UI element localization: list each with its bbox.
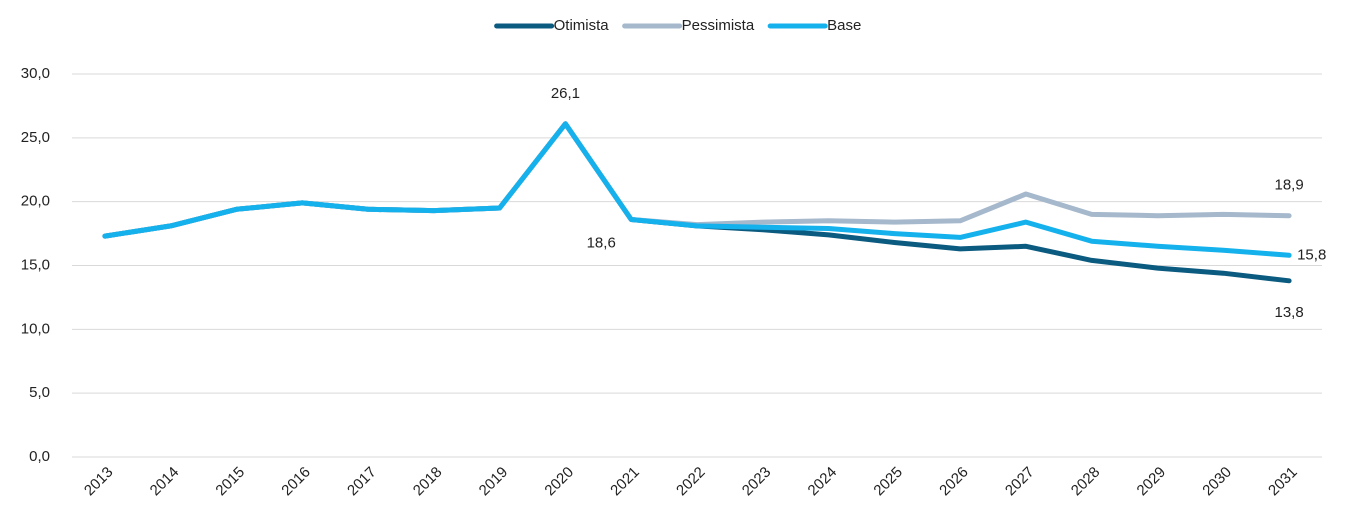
legend-label: Pessimista xyxy=(682,17,755,34)
x-tick-label: 2022 xyxy=(673,464,709,500)
data-label: 18,9 xyxy=(1275,177,1304,194)
y-tick-label: 15,0 xyxy=(21,256,50,273)
data-label: 15,8 xyxy=(1297,246,1326,263)
y-tick-label: 5,0 xyxy=(29,384,50,401)
x-tick-label: 2028 xyxy=(1068,464,1104,500)
x-tick-label: 2019 xyxy=(476,464,512,500)
x-tick-label: 2017 xyxy=(344,464,380,500)
legend-label: Otimista xyxy=(554,17,610,34)
data-label: 26,1 xyxy=(551,85,580,102)
x-tick-label: 2027 xyxy=(1002,464,1038,500)
x-tick-label: 2020 xyxy=(541,464,577,500)
x-tick-label: 2030 xyxy=(1199,464,1235,500)
series-line xyxy=(102,121,1292,258)
x-tick-label: 2021 xyxy=(607,464,643,500)
x-tick-label: 2013 xyxy=(81,464,117,500)
y-tick-label: 0,0 xyxy=(29,448,50,465)
x-tick-label: 2024 xyxy=(805,464,841,500)
x-tick-label: 2026 xyxy=(936,464,972,500)
data-label: 18,6 xyxy=(587,235,616,252)
x-tick-label: 2023 xyxy=(739,464,775,500)
x-tick-label: 2029 xyxy=(1134,464,1170,500)
x-tick-label: 2031 xyxy=(1265,464,1301,500)
x-tick-label: 2014 xyxy=(147,464,183,500)
x-tick-label: 2025 xyxy=(870,464,906,500)
x-tick-label: 2015 xyxy=(212,464,248,500)
x-tick-label: 2018 xyxy=(410,464,446,500)
series-line xyxy=(102,121,1292,284)
data-label: 13,8 xyxy=(1275,304,1304,321)
legend: Otimista Pessimista Base xyxy=(494,17,861,34)
x-tick-label: 2016 xyxy=(278,464,314,500)
series-line xyxy=(102,121,1292,239)
y-tick-label: 25,0 xyxy=(21,129,50,146)
y-tick-label: 30,0 xyxy=(21,65,50,82)
legend-label: Base xyxy=(827,17,861,34)
y-tick-label: 10,0 xyxy=(21,320,50,337)
y-tick-label: 20,0 xyxy=(21,193,50,210)
